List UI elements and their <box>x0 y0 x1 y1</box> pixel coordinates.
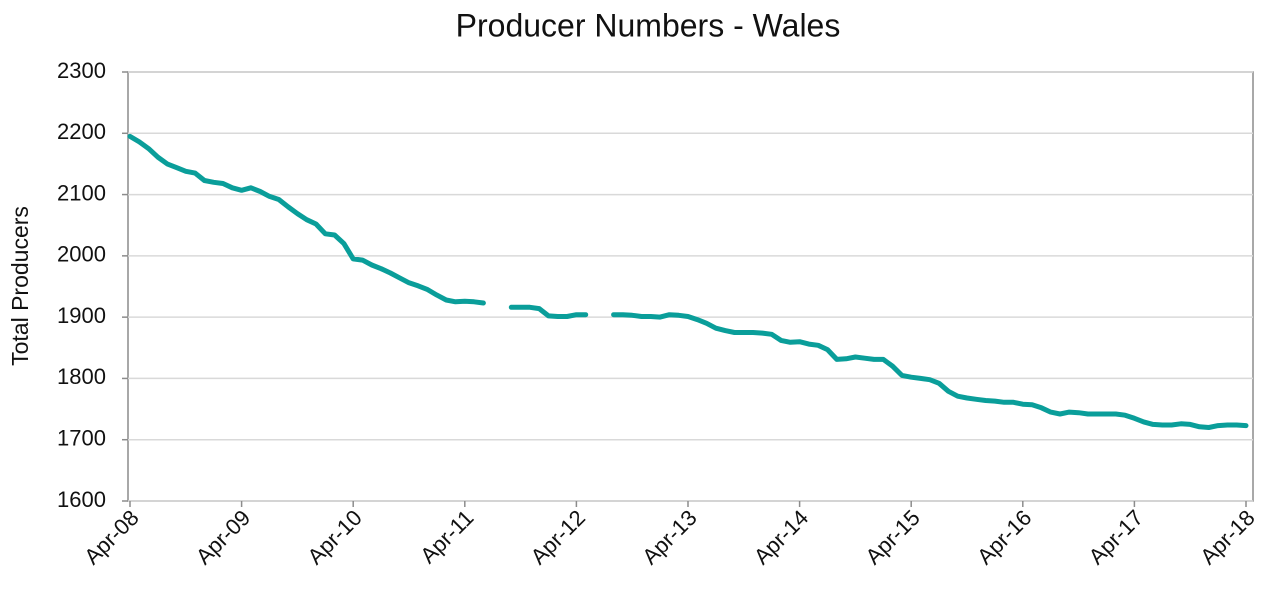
data-line <box>127 133 1249 430</box>
plot-frame <box>127 71 1254 502</box>
chart-title: Producer Numbers - Wales <box>456 7 841 43</box>
y-tick-label: 2100 <box>57 180 106 205</box>
y-tick-label: 2200 <box>57 119 106 144</box>
x-tick-label: Apr-08 <box>79 505 143 569</box>
x-tick-label: Apr-15 <box>860 505 924 569</box>
y-axis-label: Total Producers <box>7 206 33 366</box>
x-tick-label: Apr-14 <box>749 505 813 569</box>
x-tick-label: Apr-16 <box>972 505 1036 569</box>
y-tick-label: 1900 <box>57 303 106 328</box>
y-tick-label: 1800 <box>57 364 106 389</box>
x-tick-label: Apr-10 <box>302 505 366 569</box>
y-tick-label: 2000 <box>57 242 106 267</box>
x-tick-label: Apr-12 <box>526 505 590 569</box>
x-tick-label: Apr-13 <box>637 505 701 569</box>
y-tick-label: 2300 <box>57 58 106 83</box>
y-tick-label: 1700 <box>57 426 106 451</box>
x-tick-label: Apr-17 <box>1084 505 1148 569</box>
x-tick-label: Apr-09 <box>191 505 255 569</box>
y-tick-label: 1600 <box>57 487 106 512</box>
x-tick-label: Apr-18 <box>1195 505 1259 569</box>
x-tick-label: Apr-11 <box>415 505 478 568</box>
